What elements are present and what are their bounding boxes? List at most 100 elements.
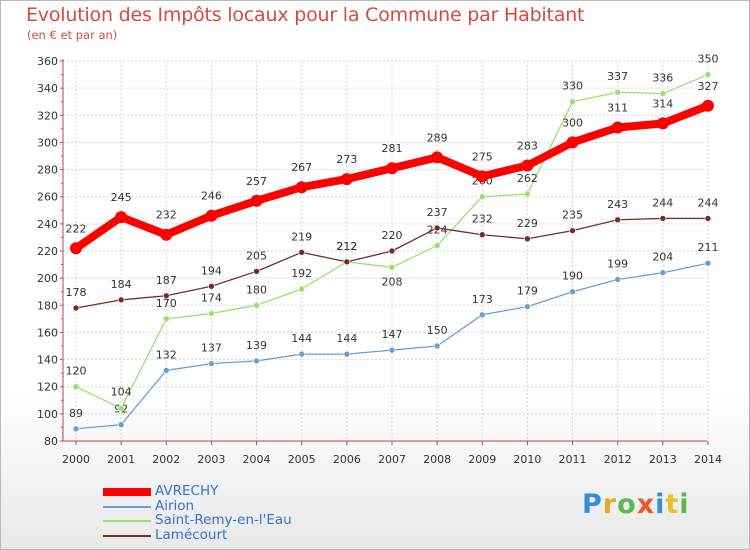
data-label: 336 xyxy=(652,72,673,85)
y-tick-label: 240 xyxy=(37,218,58,231)
data-label: 190 xyxy=(562,270,583,283)
data-point xyxy=(298,350,306,358)
data-label: 212 xyxy=(336,240,357,253)
data-label: 204 xyxy=(652,251,673,264)
data-label: 246 xyxy=(201,190,222,203)
y-tick-label: 360 xyxy=(37,55,58,68)
data-label: 170 xyxy=(156,297,177,310)
data-label: 174 xyxy=(201,291,222,304)
data-label: 232 xyxy=(156,209,177,222)
series-lam-court: 178 184 187 194 205 219 212 220 237 232 229 235 243 2… xyxy=(66,196,718,312)
x-tick-label: 2003 xyxy=(197,453,225,466)
data-point xyxy=(253,357,260,365)
data-point xyxy=(388,247,396,255)
data-label: 244 xyxy=(697,196,718,209)
data-point xyxy=(569,227,576,234)
data-point xyxy=(524,303,531,310)
y-tick-label: 340 xyxy=(37,82,58,95)
y-tick-label: 300 xyxy=(37,136,58,149)
data-point xyxy=(162,315,170,323)
data-label: 144 xyxy=(336,332,357,345)
data-point xyxy=(433,242,441,249)
y-tick-label: 80 xyxy=(44,435,58,448)
data-label: 139 xyxy=(246,339,267,352)
y-tick-label: 140 xyxy=(37,354,58,367)
legend-label: Airion xyxy=(155,497,195,514)
data-point xyxy=(115,211,128,224)
logo-letter: P xyxy=(582,489,603,520)
data-label: 267 xyxy=(291,161,312,174)
x-tick-label: 2006 xyxy=(333,453,361,466)
data-point xyxy=(388,346,396,354)
data-point xyxy=(208,360,215,367)
logo-letter: o xyxy=(617,489,637,520)
y-tick-label: 100 xyxy=(37,408,58,421)
data-label: 245 xyxy=(111,191,132,204)
data-label: 144 xyxy=(291,332,312,345)
y-tick-label: 220 xyxy=(37,245,58,258)
series-airion: 8992132137139144144147150173179190199204… xyxy=(69,241,718,433)
x-tick-label: 2014 xyxy=(694,453,722,466)
data-label: 205 xyxy=(246,249,267,262)
y-tick-label: 200 xyxy=(37,272,58,285)
data-point xyxy=(704,71,712,78)
data-label: 194 xyxy=(201,264,222,277)
data-label: 289 xyxy=(427,131,448,144)
data-point xyxy=(659,269,667,277)
x-tick-label: 2011 xyxy=(559,453,587,466)
data-point xyxy=(117,405,125,412)
data-label: 179 xyxy=(517,285,538,298)
y-tick-label: 120 xyxy=(37,381,58,394)
data-point xyxy=(614,216,621,224)
data-point xyxy=(72,304,80,312)
data-label: 199 xyxy=(607,258,628,271)
data-label: 222 xyxy=(66,222,87,235)
data-label: 283 xyxy=(517,140,538,153)
data-label: 173 xyxy=(472,293,493,306)
x-tick-label: 2005 xyxy=(288,453,316,466)
data-label: 330 xyxy=(562,80,583,93)
line-chart: 80 100 120 140 160 180 200 220 240 260 280 300 320 34… xyxy=(37,53,722,466)
data-point xyxy=(208,282,215,290)
data-point xyxy=(659,90,667,97)
x-tick-label: 2001 xyxy=(107,453,135,466)
data-label: 187 xyxy=(156,274,177,287)
data-label: 237 xyxy=(427,206,448,219)
data-point xyxy=(117,296,125,304)
legend-label: Saint-Remy-en-l'Eau xyxy=(155,512,292,528)
data-point xyxy=(160,228,173,241)
chart-title: Evolution des Impôts locaux pour la Comm… xyxy=(26,4,585,26)
data-point xyxy=(611,121,624,134)
data-point xyxy=(701,99,714,112)
chart-subtitle: (en € et par an) xyxy=(27,28,118,42)
data-point xyxy=(298,249,306,256)
data-point xyxy=(614,88,621,96)
x-tick-label: 2008 xyxy=(423,453,451,466)
data-point xyxy=(253,268,260,275)
data-label: 211 xyxy=(697,241,718,254)
data-point xyxy=(72,383,80,391)
logo-letter: x xyxy=(636,489,656,520)
data-label: 273 xyxy=(336,153,357,166)
data-label: 235 xyxy=(562,209,583,222)
data-label: 212 xyxy=(336,240,357,253)
data-point xyxy=(569,98,576,106)
data-label: 275 xyxy=(472,150,493,163)
data-label: 281 xyxy=(381,142,402,155)
data-point xyxy=(569,288,576,296)
data-point xyxy=(524,190,531,198)
legend-swatch xyxy=(103,534,151,537)
logo-letter: i xyxy=(655,489,666,520)
series-avrechy: 222 245 232 246 257 267 273 281 289 275 283 300 311 3… xyxy=(66,80,718,255)
data-point xyxy=(521,159,534,172)
data-point xyxy=(614,276,621,283)
y-tick-label: 260 xyxy=(37,191,58,204)
data-point xyxy=(476,170,489,183)
data-point xyxy=(388,263,396,271)
x-tick-label: 2002 xyxy=(152,453,180,466)
data-label: 150 xyxy=(427,324,448,337)
data-label: 244 xyxy=(652,196,673,209)
x-tick-label: 2013 xyxy=(649,453,677,466)
data-point xyxy=(340,173,353,186)
